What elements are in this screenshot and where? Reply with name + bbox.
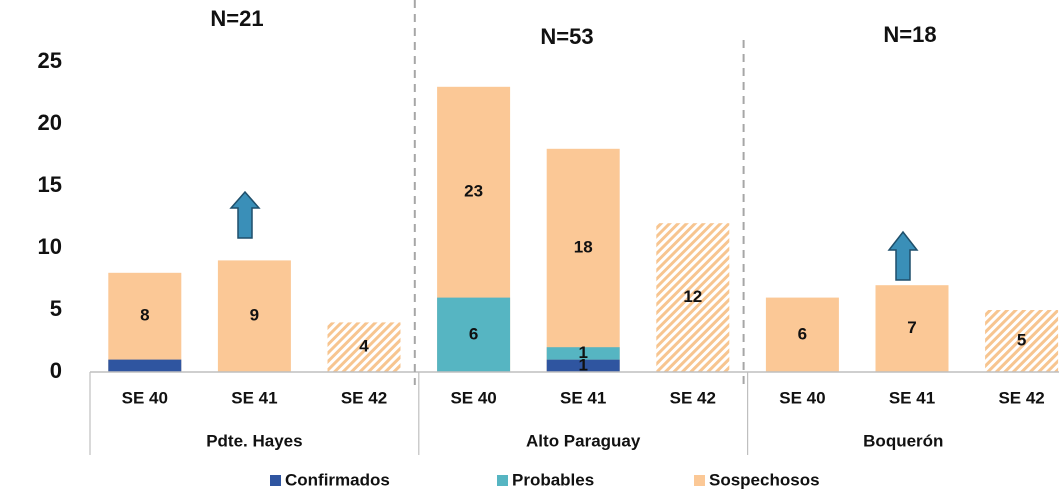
data-label: 1 (578, 343, 587, 362)
group-n: N=21 (210, 6, 263, 31)
x-tick-label: SE 42 (341, 388, 387, 407)
bar-segment (108, 359, 182, 372)
data-label: 6 (798, 324, 807, 343)
group-label: Boquerón (863, 431, 943, 450)
legend-label: Probables (512, 470, 594, 489)
x-tick-label: SE 41 (560, 388, 606, 407)
x-tick-label: SE 40 (450, 388, 496, 407)
group-label: Pdte. Hayes (206, 431, 302, 450)
bar (875, 285, 949, 372)
x-tick-label: SE 40 (779, 388, 825, 407)
group-n: N=53 (540, 24, 593, 49)
up-arrow (887, 230, 919, 281)
y-tick-label: 0 (50, 358, 62, 383)
bar (765, 297, 839, 372)
x-tick-label: SE 40 (122, 388, 168, 407)
bar-segment (546, 347, 620, 360)
data-label: 7 (907, 318, 916, 337)
bar-hatched (656, 223, 730, 372)
data-label: 4 (359, 337, 369, 356)
y-tick-label: 20 (38, 110, 62, 135)
x-tick-label: SE 42 (670, 388, 716, 407)
data-label: 5 (1017, 330, 1026, 349)
legend-label: Sospechosos (709, 470, 820, 489)
x-tick-label: SE 42 (998, 388, 1044, 407)
arrows (229, 190, 919, 281)
bar (108, 272, 182, 372)
data-label: 12 (683, 287, 702, 306)
y-tick-label: 15 (38, 172, 62, 197)
group-n: N=18 (883, 22, 936, 47)
y-tick-label: 25 (38, 48, 62, 73)
data-label: 8 (140, 306, 149, 325)
bar-hatched (985, 310, 1059, 372)
data-label: 1 (578, 355, 587, 374)
bar-hatched (327, 322, 401, 372)
legend-swatch (497, 475, 508, 486)
legend-swatch (270, 475, 281, 486)
data-label: 23 (464, 182, 483, 201)
bar-segment (546, 359, 620, 372)
bar (217, 260, 291, 372)
up-arrow (229, 190, 261, 239)
data-label: 6 (469, 324, 478, 343)
x-tick-label: SE 41 (231, 388, 277, 407)
legend-swatch (694, 475, 705, 486)
bar-segment (437, 297, 511, 372)
group-label: Alto Paraguay (526, 431, 641, 450)
data-label: 9 (250, 306, 259, 325)
data-label: 18 (574, 237, 593, 256)
x-tick-label: SE 41 (889, 388, 935, 407)
legend-label: Confirmados (285, 470, 390, 489)
y-tick-label: 5 (50, 296, 62, 321)
bar (546, 148, 620, 372)
y-tick-label: 10 (38, 234, 62, 259)
